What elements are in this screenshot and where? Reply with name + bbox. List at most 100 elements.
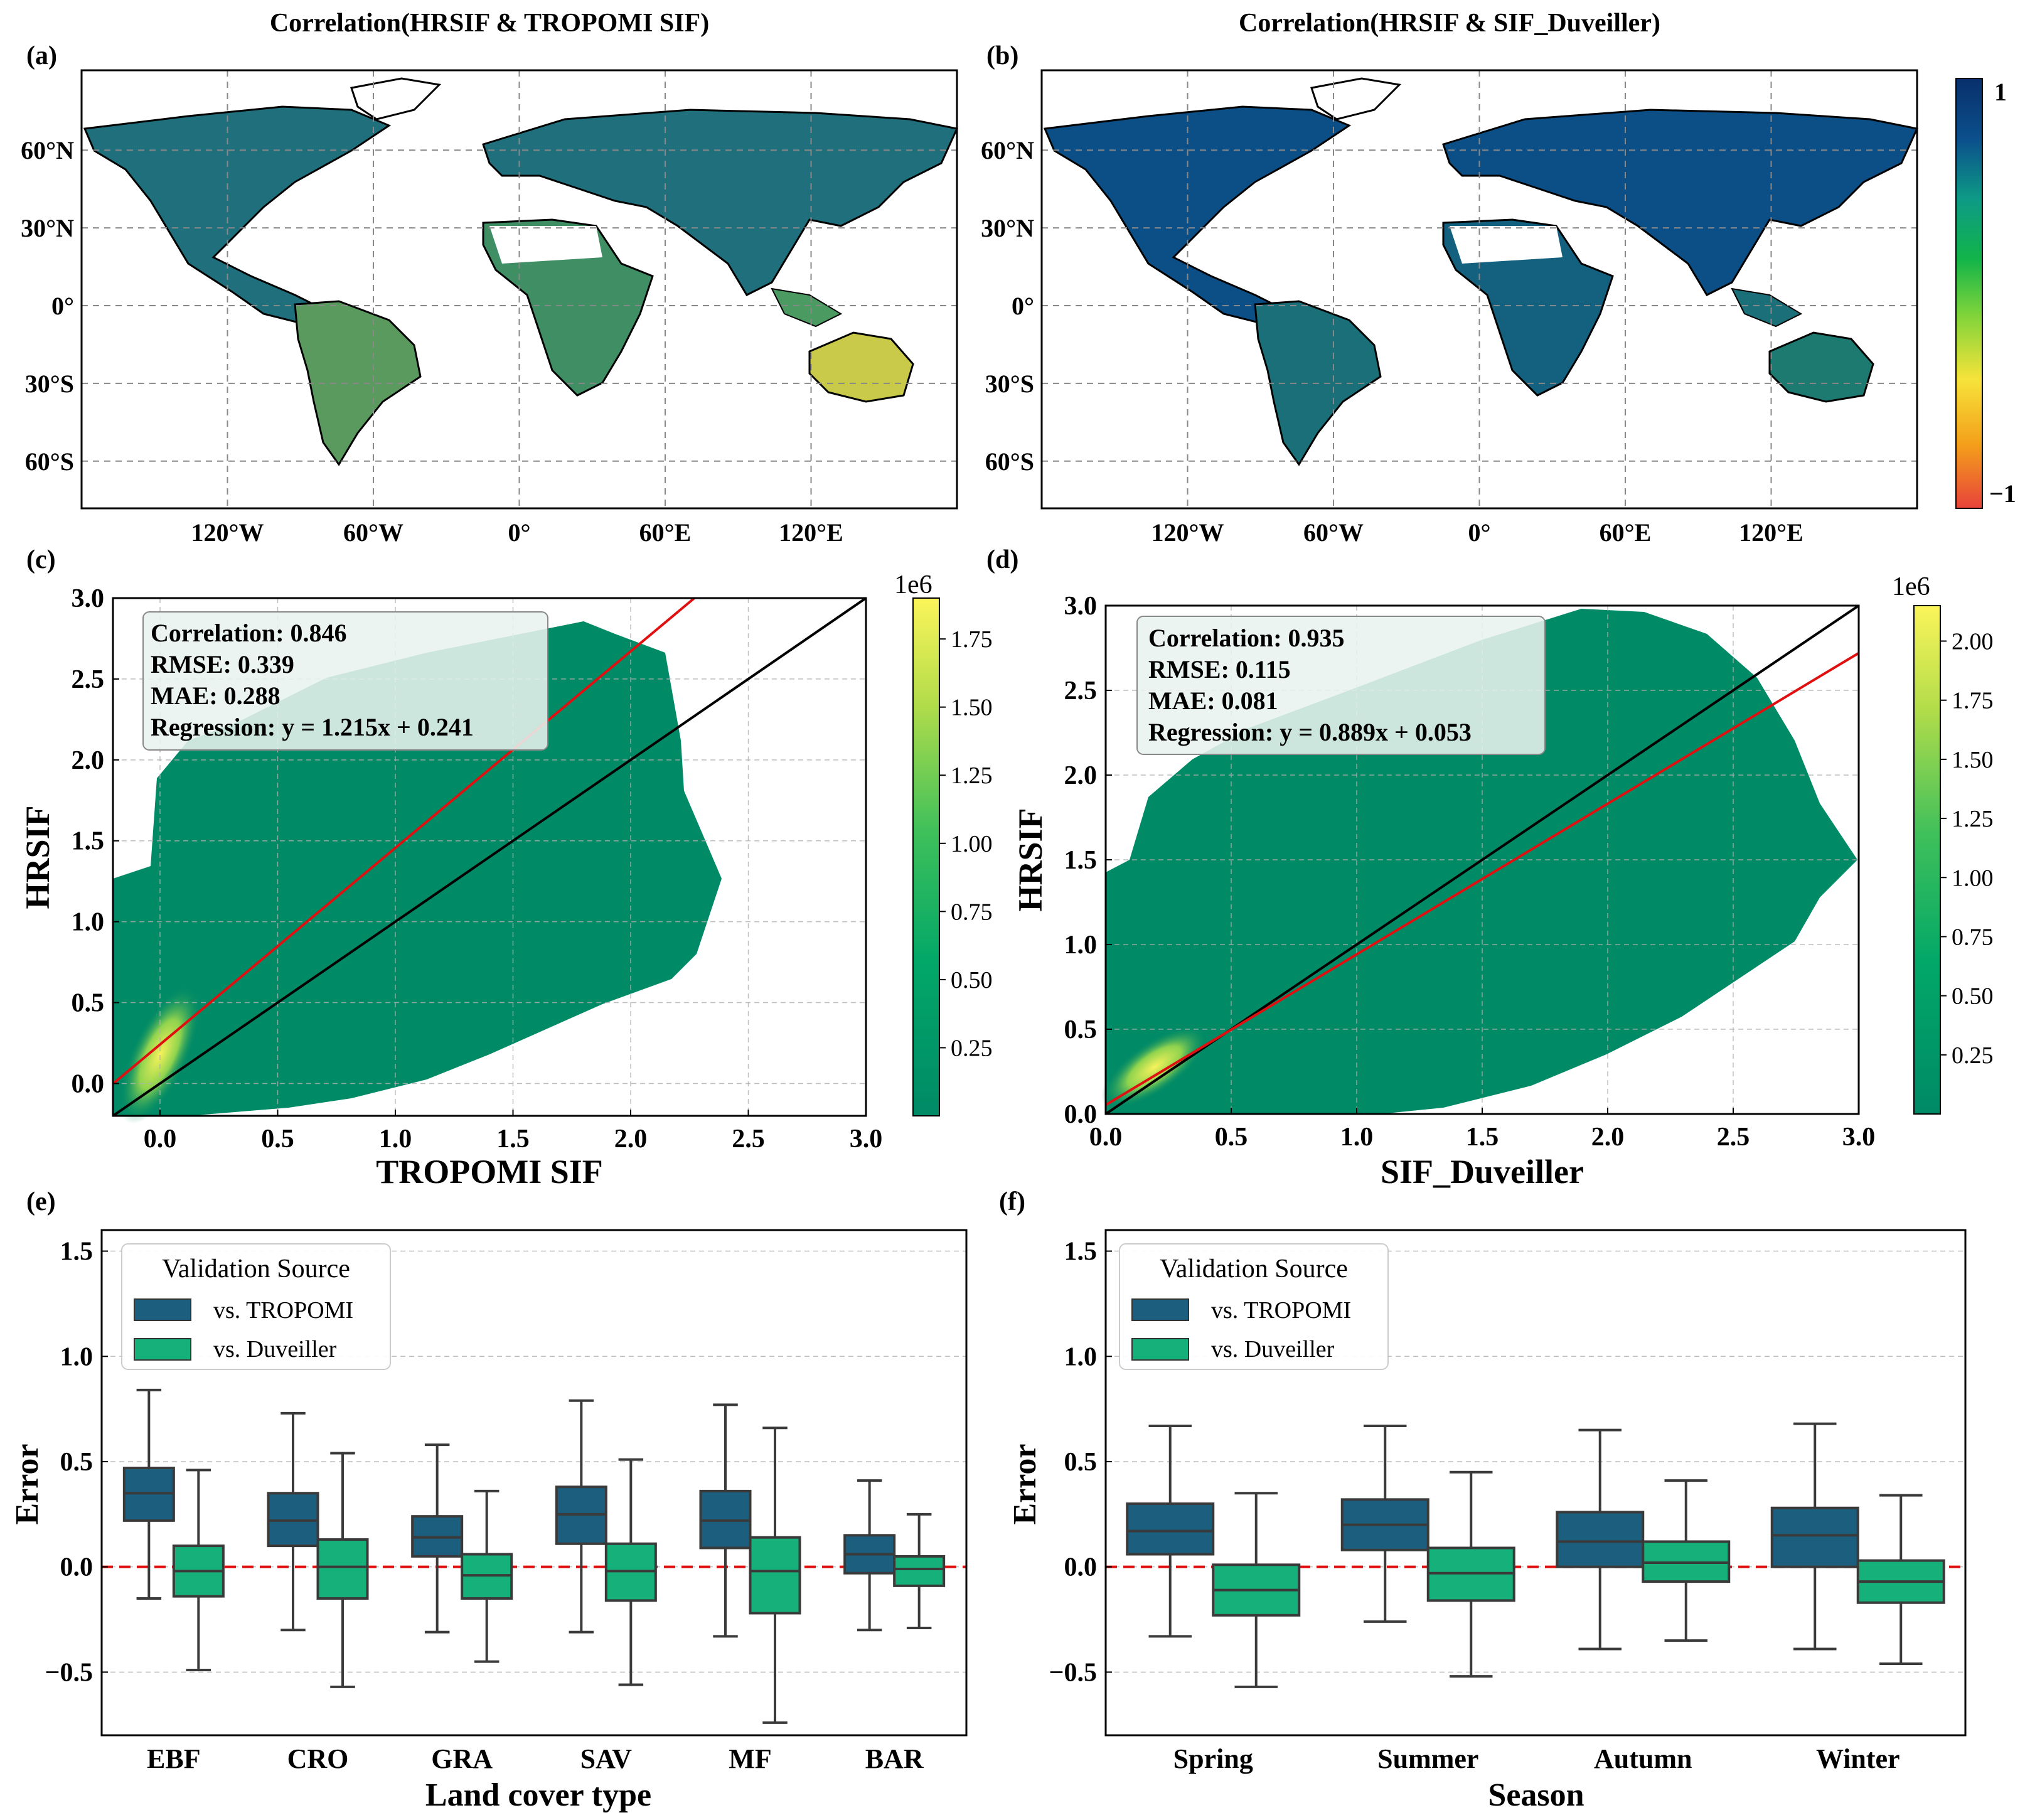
panel-d-stats-box bbox=[1136, 616, 1546, 755]
box-tropomi bbox=[843, 1479, 896, 1632]
y-tick-label: 0.0 bbox=[72, 1069, 105, 1098]
panel-b: (b) Correlation(HRSIF & SIF_Duveiller) bbox=[986, 9, 1919, 466]
a-map-lon-tick-label: 60°W bbox=[343, 518, 403, 547]
panel-c-ylabel: HRSIF bbox=[19, 805, 56, 909]
panel-d-ticks: 0.0 0.5 1.0 1.5 2.0 2.5 3.0 0.0 0.5 1.0 1.5 2.0 2.5 3… bbox=[1064, 592, 1876, 1152]
a-map-lon-tick-label: 120°E bbox=[779, 518, 843, 547]
box-tropomi bbox=[411, 1443, 464, 1634]
panel-f-legend-title: Validation Source bbox=[1160, 1255, 1348, 1283]
y-tick-label: −0.5 bbox=[1049, 1658, 1097, 1687]
y-tick-label: 0.0 bbox=[60, 1553, 94, 1582]
panel-e-legend-title: Validation Source bbox=[162, 1255, 350, 1283]
panel-e-legend-swatch-tropomi bbox=[134, 1298, 191, 1321]
box-duveiller bbox=[893, 1512, 946, 1629]
category-tick-label: Winter bbox=[1816, 1743, 1900, 1774]
panel-d-density-hotspot bbox=[1101, 1025, 1209, 1109]
box-tropomi bbox=[699, 1403, 752, 1638]
box-body bbox=[1770, 1506, 1859, 1568]
category-tick-label: EBF bbox=[147, 1743, 201, 1774]
panel-e-xlabel: Land cover type bbox=[425, 1777, 651, 1813]
panel-f-xlabel: Season bbox=[1488, 1777, 1584, 1813]
x-tick-label: 0.0 bbox=[1089, 1123, 1123, 1152]
a-map-lat-tick-label: 60°N bbox=[21, 136, 74, 164]
map-b-land bbox=[1043, 77, 1919, 466]
y-tick-label: 0.0 bbox=[1064, 1553, 1098, 1582]
panel-f-boxes bbox=[1106, 1422, 1965, 1688]
y-tick-label: 0.5 bbox=[1064, 1015, 1098, 1044]
b-map-lon-tick-label: 60°W bbox=[1303, 518, 1364, 547]
a-map-lon-tick-label: 60°E bbox=[639, 518, 692, 547]
panel-c-frame bbox=[112, 597, 867, 1117]
panel-d-ylabel: HRSIF bbox=[1012, 808, 1049, 911]
panel-b-label: (b) bbox=[986, 41, 1018, 70]
category-tick-label: Spring bbox=[1173, 1743, 1253, 1774]
map-b-southeast-asia bbox=[1731, 287, 1803, 328]
y-tick-label: 1.0 bbox=[1064, 931, 1098, 960]
map-a-north-america bbox=[83, 105, 392, 324]
panel-f-ticks: −0.5 0.0 0.5 1.0 1.5 Spring Summer Autumn Winter bbox=[1049, 1238, 1900, 1774]
category-tick-label: SAV bbox=[580, 1743, 633, 1774]
colorbar-tick-label: 1.75 bbox=[1952, 688, 1994, 714]
panel-e-legend-swatch-duveiller bbox=[134, 1338, 191, 1361]
panel-e-legend-label-tropomi: vs. TROPOMI bbox=[213, 1297, 353, 1324]
y-tick-label: 3.0 bbox=[72, 584, 105, 613]
category-tick-label: BAR bbox=[865, 1743, 924, 1774]
box-duveiller bbox=[1642, 1479, 1731, 1642]
panel-f-legend-swatch-tropomi bbox=[1131, 1298, 1189, 1321]
b-map-lat-tick-label: 30°S bbox=[985, 370, 1034, 398]
y-tick-label: 2.0 bbox=[72, 746, 105, 775]
colorbar-tick-label: 0.50 bbox=[1952, 983, 1994, 1010]
x-tick-label: 2.5 bbox=[732, 1125, 765, 1154]
map-a-sahara bbox=[489, 226, 602, 264]
panel-f-legend-label-duveiller: vs. Duveiller bbox=[1211, 1336, 1335, 1362]
box-body bbox=[893, 1555, 946, 1587]
box-tropomi bbox=[1340, 1424, 1429, 1623]
panel-f-legend-swatch-duveiller bbox=[1131, 1338, 1189, 1361]
map-a-overlay: 120°W 60°W 0° 60°E 120°E 60°N 30°N 0° 30°S 60°S bbox=[21, 69, 958, 547]
panel-c-stat-mae: MAE: 0.288 bbox=[151, 682, 281, 710]
y-tick-label: 0.5 bbox=[72, 989, 105, 1018]
map-b-overlay: 120°W 60°W 0° 60°E 120°E 60°N 30°N 0° 30°S 60°S bbox=[981, 69, 1918, 547]
panel-f: (f) −0.5 0.0 0.5 1.0 1.5 Spring Summer Autumn Wi… bbox=[999, 1187, 1967, 1813]
panel-d-stat-regression: Regression: y = 0.889x + 0.053 bbox=[1148, 718, 1472, 746]
colorbar-tick-label: 0.25 bbox=[1952, 1042, 1994, 1069]
box-body bbox=[1556, 1511, 1645, 1568]
y-tick-label: 0.0 bbox=[1064, 1100, 1098, 1129]
y-tick-label: 1.0 bbox=[1064, 1342, 1098, 1371]
x-tick-label: 1.0 bbox=[379, 1125, 412, 1154]
b-map-lat-tick-label: 60°S bbox=[985, 447, 1034, 476]
map-a-eurasia bbox=[482, 109, 959, 296]
panel-c-colorbar bbox=[912, 597, 940, 1116]
panel-d-lines bbox=[1104, 604, 1860, 1115]
box-tropomi bbox=[267, 1411, 319, 1632]
panel-a-label: (a) bbox=[26, 41, 57, 70]
colorbar-tick-label: 2.00 bbox=[1952, 629, 1994, 655]
x-tick-label: 0.0 bbox=[144, 1125, 177, 1154]
map-a-southeast-asia bbox=[771, 287, 843, 328]
box-duveiller bbox=[172, 1469, 225, 1672]
panel-c: (c) 0.0 0.5 1.0 1.5 2.0 2.5 3.0 0.0 0.5 1.0 1.5 2.0… bbox=[19, 545, 993, 1191]
box-duveiller bbox=[749, 1427, 801, 1724]
map-a-land bbox=[83, 77, 959, 466]
x-tick-label: 3.0 bbox=[850, 1125, 883, 1154]
x-tick-label: 0.5 bbox=[261, 1125, 294, 1154]
regression-line bbox=[112, 597, 695, 1085]
a-map-lon-tick-label: 120°W bbox=[191, 518, 264, 547]
panel-e-frame bbox=[100, 1229, 968, 1737]
panel-a: (a) Correlation(HRSIF & TROPOMI SIF) bbox=[26, 9, 959, 466]
category-tick-label: MF bbox=[729, 1743, 771, 1774]
y-tick-label: 2.0 bbox=[1064, 761, 1098, 790]
map-b-australia bbox=[1768, 331, 1874, 403]
a-map-lat-tick-label: 60°S bbox=[25, 447, 74, 476]
panel-e-legend: Validation Source vs. TROPOMI vs. Duveil… bbox=[121, 1243, 391, 1370]
map-b-north-america bbox=[1043, 105, 1352, 324]
b-map-lon-tick-label: 0° bbox=[1468, 518, 1491, 547]
colorbar-tick-label: 1.50 bbox=[1952, 747, 1994, 773]
panel-c-label: (c) bbox=[26, 545, 56, 574]
a-map-frame bbox=[80, 69, 958, 510]
b-map-lat-tick-label: 30°N bbox=[981, 214, 1034, 242]
a-map-lat-tick-label: 0° bbox=[51, 292, 74, 320]
x-tick-label: 2.5 bbox=[1717, 1123, 1750, 1152]
correlation-colorbar-max: 1 bbox=[1994, 78, 2007, 106]
y-tick-label: 2.5 bbox=[72, 665, 105, 694]
